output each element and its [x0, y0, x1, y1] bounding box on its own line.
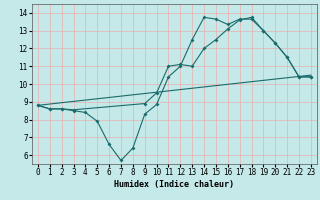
X-axis label: Humidex (Indice chaleur): Humidex (Indice chaleur) — [115, 180, 234, 189]
